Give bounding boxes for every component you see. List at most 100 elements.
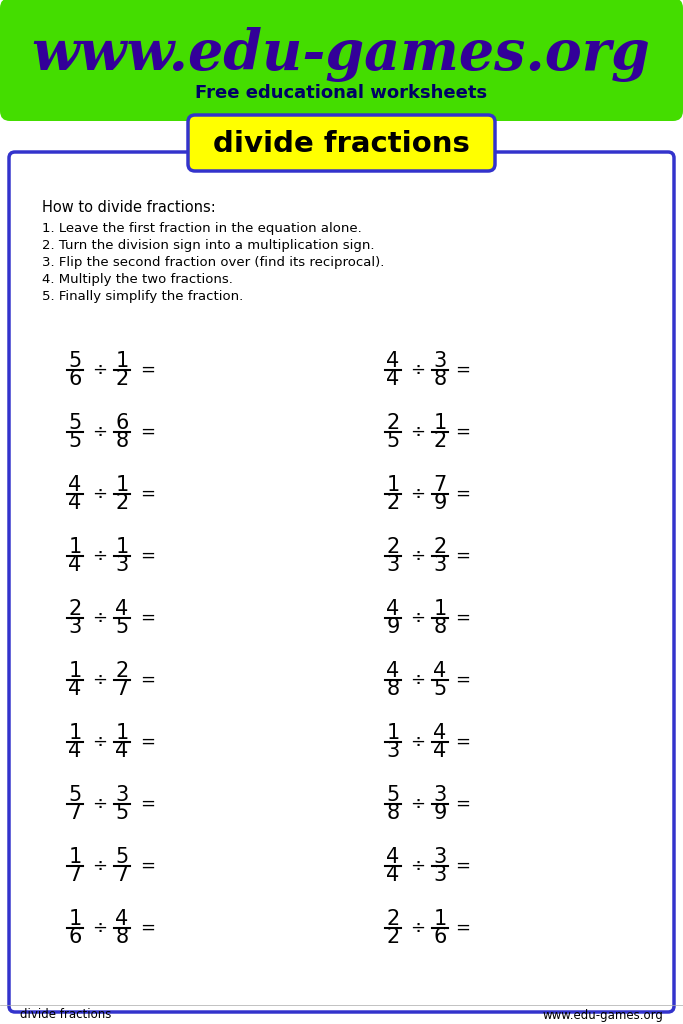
Text: ÷: ÷ [92, 733, 107, 751]
Text: =: = [141, 733, 156, 751]
Text: 1: 1 [434, 413, 447, 433]
Text: =: = [141, 795, 156, 813]
Text: 1: 1 [68, 537, 82, 557]
Text: divide fractions: divide fractions [212, 130, 469, 158]
Text: 7: 7 [115, 865, 128, 885]
Text: 3: 3 [68, 617, 82, 637]
Text: ÷: ÷ [410, 919, 426, 937]
Text: 4: 4 [387, 369, 400, 389]
Text: www.edu-games.org: www.edu-games.org [542, 1009, 663, 1022]
Text: ÷: ÷ [410, 361, 426, 379]
Text: 7: 7 [68, 865, 82, 885]
Text: 1: 1 [68, 662, 82, 681]
Text: 1: 1 [387, 723, 400, 743]
Text: 5: 5 [434, 679, 447, 699]
Text: 4: 4 [68, 475, 82, 495]
Text: 2: 2 [387, 927, 400, 947]
Text: www.edu-games.org: www.edu-games.org [31, 28, 650, 83]
Text: 8: 8 [434, 617, 447, 637]
Text: 7: 7 [434, 475, 447, 495]
Text: ÷: ÷ [410, 547, 426, 565]
Text: 2: 2 [115, 662, 128, 681]
Text: 3: 3 [434, 785, 447, 805]
Text: 5: 5 [115, 803, 128, 823]
Text: 1: 1 [68, 847, 82, 867]
Text: ÷: ÷ [92, 547, 107, 565]
Text: 2: 2 [115, 493, 128, 513]
Text: ÷: ÷ [410, 733, 426, 751]
Text: Free educational worksheets: Free educational worksheets [195, 84, 487, 102]
Text: 4: 4 [68, 679, 82, 699]
Text: =: = [141, 423, 156, 441]
Text: ÷: ÷ [92, 671, 107, 689]
Text: =: = [141, 547, 156, 565]
Text: How to divide fractions:: How to divide fractions: [42, 200, 216, 215]
Text: 3: 3 [387, 555, 400, 575]
FancyBboxPatch shape [0, 0, 683, 121]
Text: 1: 1 [115, 351, 128, 371]
Text: ÷: ÷ [92, 795, 107, 813]
Text: ÷: ÷ [410, 485, 426, 503]
Text: 5: 5 [68, 431, 82, 451]
Text: 5: 5 [68, 351, 82, 371]
Text: ÷: ÷ [410, 423, 426, 441]
Text: 5: 5 [387, 431, 400, 451]
Text: 6: 6 [115, 413, 128, 433]
Text: 1: 1 [68, 723, 82, 743]
Text: 9: 9 [387, 617, 400, 637]
Text: 5: 5 [115, 617, 128, 637]
Text: divide fractions: divide fractions [20, 1009, 111, 1022]
Text: 2: 2 [387, 493, 400, 513]
Text: =: = [456, 485, 471, 503]
Text: 3: 3 [115, 785, 128, 805]
Text: 5: 5 [115, 847, 128, 867]
Text: 1: 1 [68, 909, 82, 929]
Text: 4: 4 [115, 741, 128, 761]
Text: 2: 2 [434, 431, 447, 451]
Text: =: = [456, 671, 471, 689]
Text: 4: 4 [387, 599, 400, 618]
Text: 1: 1 [115, 537, 128, 557]
Text: =: = [141, 671, 156, 689]
Text: 8: 8 [115, 431, 128, 451]
Text: 4: 4 [68, 555, 82, 575]
Text: =: = [456, 795, 471, 813]
Text: 1: 1 [115, 475, 128, 495]
Text: ÷: ÷ [92, 485, 107, 503]
Text: 4: 4 [387, 351, 400, 371]
Text: 8: 8 [387, 679, 400, 699]
Text: =: = [456, 919, 471, 937]
Text: 6: 6 [433, 927, 447, 947]
Text: 6: 6 [68, 927, 82, 947]
FancyBboxPatch shape [9, 152, 674, 1012]
Text: 7: 7 [68, 803, 82, 823]
Text: ÷: ÷ [410, 795, 426, 813]
Text: =: = [141, 361, 156, 379]
Text: 3: 3 [434, 555, 447, 575]
Text: 1: 1 [434, 599, 447, 618]
Text: 4: 4 [434, 662, 447, 681]
Text: =: = [456, 609, 471, 627]
Text: 5: 5 [387, 785, 400, 805]
Text: =: = [456, 733, 471, 751]
Text: 4: 4 [115, 599, 128, 618]
Text: 3: 3 [434, 865, 447, 885]
Text: 8: 8 [434, 369, 447, 389]
Text: 4. Multiply the two fractions.: 4. Multiply the two fractions. [42, 273, 233, 286]
Text: =: = [456, 423, 471, 441]
Text: 3: 3 [387, 741, 400, 761]
Text: 3: 3 [434, 847, 447, 867]
Text: 5: 5 [68, 785, 82, 805]
Text: 1. Leave the first fraction in the equation alone.: 1. Leave the first fraction in the equat… [42, 222, 362, 234]
Text: 2: 2 [387, 909, 400, 929]
Text: 2: 2 [434, 537, 447, 557]
Text: 8: 8 [387, 803, 400, 823]
Text: ÷: ÷ [92, 423, 107, 441]
Text: ÷: ÷ [410, 671, 426, 689]
Text: 5. Finally simplify the fraction.: 5. Finally simplify the fraction. [42, 290, 243, 303]
Text: 2: 2 [387, 413, 400, 433]
FancyBboxPatch shape [188, 115, 495, 171]
Text: 8: 8 [115, 927, 128, 947]
Text: =: = [141, 485, 156, 503]
Text: ÷: ÷ [92, 919, 107, 937]
